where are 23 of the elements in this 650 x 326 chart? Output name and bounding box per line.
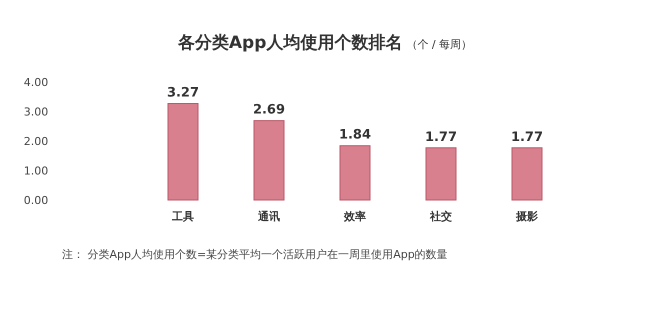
data-label: 1.84 [338, 128, 372, 143]
bar [512, 147, 542, 200]
y-tick-label: 0.00 [24, 194, 48, 207]
y-tick-label: 3.00 [24, 106, 48, 118]
x-tick-label: 社交 [429, 210, 452, 223]
bar [340, 145, 370, 200]
data-label: 3.27 [166, 86, 200, 101]
x-tick-label: 效率 [343, 210, 366, 223]
chart-title: 各分类App人均使用个数排名 [176, 33, 402, 53]
data-label: 1.77 [510, 130, 544, 145]
y-tick-label: 1.00 [24, 164, 48, 178]
text: 注： 分类App人均使用个数=某分类平均一个活跃用户在一周里使用App的数量 [62, 248, 448, 261]
x-tick-label: 工具 [171, 210, 194, 223]
x-tick-label: 摄影 [515, 210, 538, 223]
y-tick-label: 4.00 [24, 76, 48, 89]
chart-subtitle: （个 / 每周） [406, 38, 472, 51]
y-tick-label: 2.00 [24, 135, 48, 148]
bar [254, 120, 284, 200]
data-label: 1.77 [424, 130, 458, 145]
bar [168, 103, 198, 200]
bar [426, 147, 456, 200]
x-tick-label: 通讯 [257, 210, 280, 223]
data-label: 2.69 [252, 102, 286, 118]
